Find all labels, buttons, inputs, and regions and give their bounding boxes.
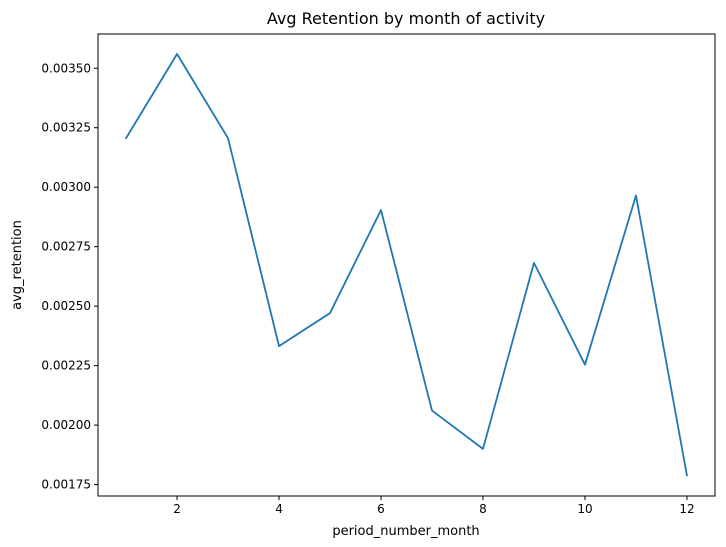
y-tick-label: 0.00250 xyxy=(41,299,91,313)
series-line xyxy=(125,53,688,477)
y-axis: 0.00175 0.00200 0.00225 0.00250 0.00275 0.003… xyxy=(41,61,98,492)
chart-title: Avg Retention by month of activity xyxy=(267,9,545,28)
x-tick-label: 6 xyxy=(377,502,385,516)
y-tick-label: 0.00225 xyxy=(41,359,91,373)
series-layer xyxy=(125,53,688,477)
x-tick-label: 2 xyxy=(173,502,181,516)
y-tick-label: 0.00275 xyxy=(41,240,91,254)
y-tick-label: 0.00175 xyxy=(41,478,91,492)
y-tick-label: 0.00325 xyxy=(41,121,91,135)
x-tick-label: 12 xyxy=(679,502,694,516)
y-tick-label: 0.00200 xyxy=(41,418,91,432)
plot-area xyxy=(97,33,716,497)
y-tick-label: 0.00350 xyxy=(41,61,91,75)
y-axis-label: avg_retention xyxy=(10,220,25,310)
x-tick-label: 10 xyxy=(577,502,592,516)
x-axis: 2 4 6 8 10 12 xyxy=(173,496,695,516)
x-tick-label: 4 xyxy=(275,502,283,516)
x-tick-label: 8 xyxy=(479,502,487,516)
plot-frame xyxy=(97,33,716,497)
x-axis-label: period_number_month xyxy=(332,524,479,539)
y-tick-label: 0.00300 xyxy=(41,180,91,194)
